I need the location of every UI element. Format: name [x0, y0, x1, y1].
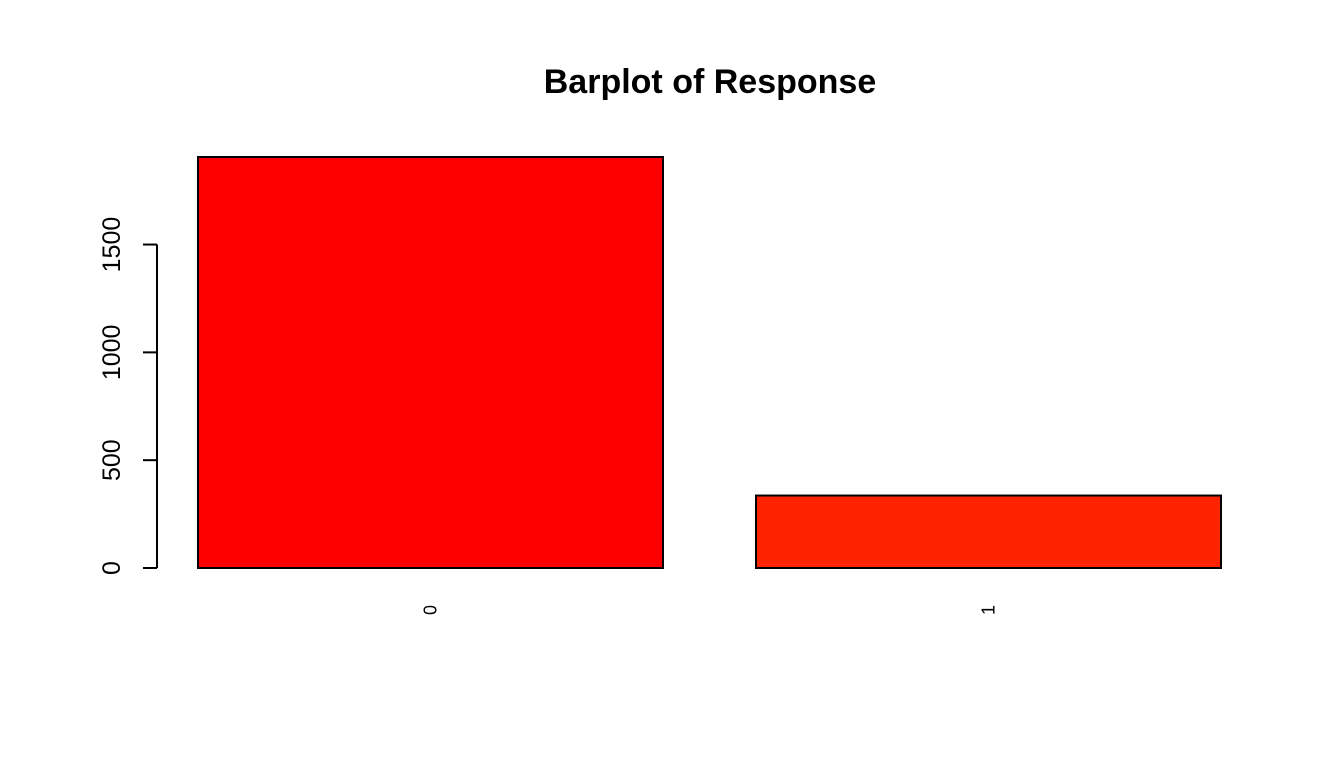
y-tick-label: 1500: [98, 217, 126, 273]
y-tick-label: 1000: [98, 325, 126, 381]
y-axis: 0 500 1000 1500: [98, 217, 158, 575]
x-tick-label: 0: [421, 605, 441, 615]
bar-1: [755, 494, 1222, 569]
y-tick-label: 500: [98, 439, 126, 481]
y-tick-label: 0: [98, 561, 126, 575]
bars: [197, 156, 1222, 569]
chart-title: Barplot of Response: [544, 63, 876, 101]
x-tick-label: 1: [979, 605, 999, 615]
bar-0: [197, 156, 664, 569]
